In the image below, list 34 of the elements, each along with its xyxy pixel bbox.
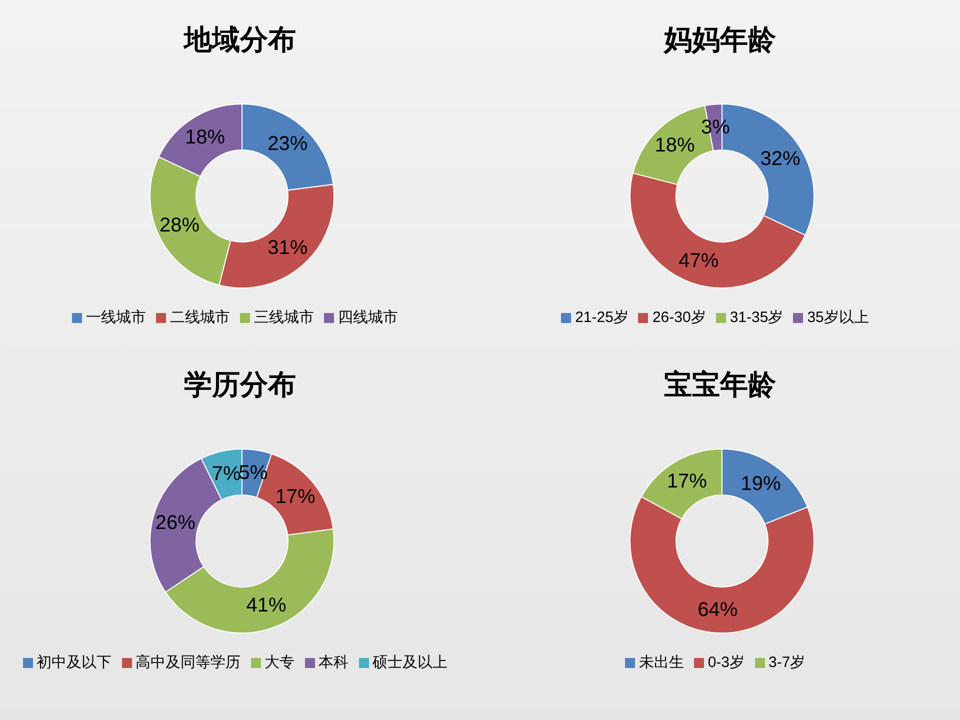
legend-label: 大专	[264, 654, 294, 671]
legend-label: 三线城市	[254, 309, 314, 326]
data-label: 41%	[246, 594, 287, 617]
chart-title: 妈妈年龄	[662, 23, 777, 57]
data-label: 32%	[760, 148, 800, 170]
data-label: 26%	[155, 512, 196, 534]
legend-label: 21-25岁	[575, 309, 628, 326]
chart-title: 宝宝年龄	[663, 368, 777, 402]
legend-label: 3-7岁	[768, 654, 806, 671]
legend-label: 26-30岁	[652, 309, 706, 326]
chart-title: 地域分布	[182, 23, 297, 57]
legend-label: 一线城市	[86, 309, 146, 326]
data-label: 17%	[666, 470, 708, 493]
legend-label: 0-3岁	[708, 654, 744, 671]
data-label: 23%	[268, 133, 308, 156]
data-label: 17%	[275, 486, 316, 508]
data-label: 7%	[212, 462, 241, 485]
legend-label: 四线城市	[338, 309, 398, 326]
data-label: 18%	[654, 134, 695, 157]
data-label: 18%	[185, 126, 226, 149]
legend-label: 未出生	[638, 654, 684, 671]
data-label: 28%	[160, 214, 200, 236]
legend-label: 35岁以上	[807, 309, 869, 326]
data-label: 31%	[268, 236, 308, 259]
legend-label: 31-35岁	[730, 309, 784, 326]
legend-label: 二线城市	[170, 309, 230, 326]
data-label: 19%	[740, 472, 782, 495]
chart-title: 学历分布	[183, 368, 297, 402]
data-label: 47%	[678, 250, 719, 272]
legend-label: 高中及同等学历	[136, 654, 240, 671]
legend-label: 本科	[318, 654, 348, 671]
legend-label: 硕士及以上	[372, 654, 448, 671]
legend-label: 初中及以下	[36, 654, 112, 671]
data-label: 64%	[698, 598, 738, 621]
